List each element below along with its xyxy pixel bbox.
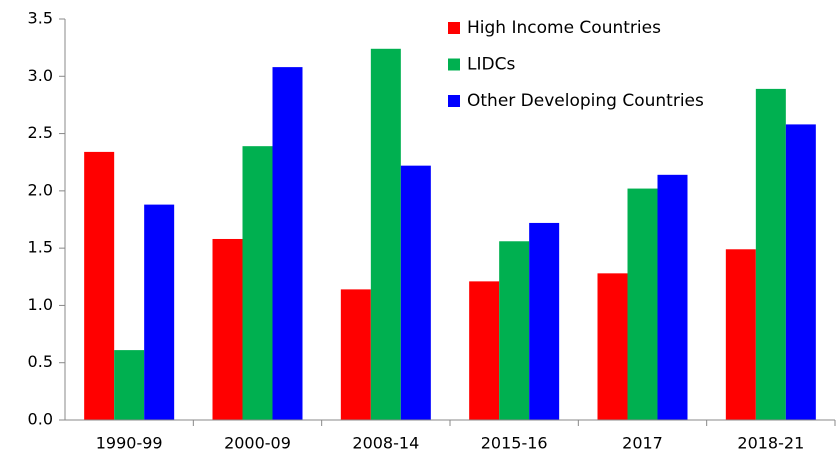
legend-swatch	[448, 95, 460, 107]
bar	[84, 151, 115, 420]
bar	[370, 48, 401, 420]
y-tick-label: 3.5	[28, 9, 53, 28]
y-tick-label: 3.0	[28, 66, 53, 85]
bar	[144, 204, 175, 420]
legend-swatch	[448, 58, 460, 71]
bar	[469, 281, 500, 420]
y-tick-label: 2.0	[28, 180, 53, 199]
bar	[114, 350, 145, 420]
legend-label: LIDCs	[467, 55, 515, 75]
bar	[400, 165, 431, 420]
bar	[529, 222, 560, 420]
bar	[755, 88, 786, 420]
bar	[627, 188, 658, 420]
bar	[657, 174, 688, 420]
x-tick-label: 2000-09	[224, 434, 291, 453]
legend-swatch	[448, 22, 460, 34]
y-tick-label: 1.0	[28, 295, 53, 314]
bar	[340, 289, 371, 420]
y-tick-label: 2.5	[28, 123, 53, 142]
legend-label: Other Developing Countries	[467, 91, 704, 111]
x-tick-label: 2008-14	[352, 434, 419, 453]
x-tick-label: 1990-99	[96, 434, 163, 453]
x-tick-label: 2017	[622, 434, 663, 453]
y-tick-label: 0.0	[28, 410, 53, 429]
y-tick-label: 0.5	[28, 352, 53, 371]
bar	[272, 67, 303, 421]
bar	[785, 124, 816, 421]
x-tick-label: 2015-16	[481, 434, 548, 453]
bar	[597, 273, 628, 420]
bar	[242, 146, 273, 420]
bar	[725, 249, 756, 420]
y-tick-label: 1.5	[28, 238, 53, 257]
bar	[499, 241, 530, 420]
x-tick-label: 2018-21	[737, 434, 804, 453]
bar	[212, 238, 243, 420]
legend-label: High Income Countries	[467, 18, 661, 38]
